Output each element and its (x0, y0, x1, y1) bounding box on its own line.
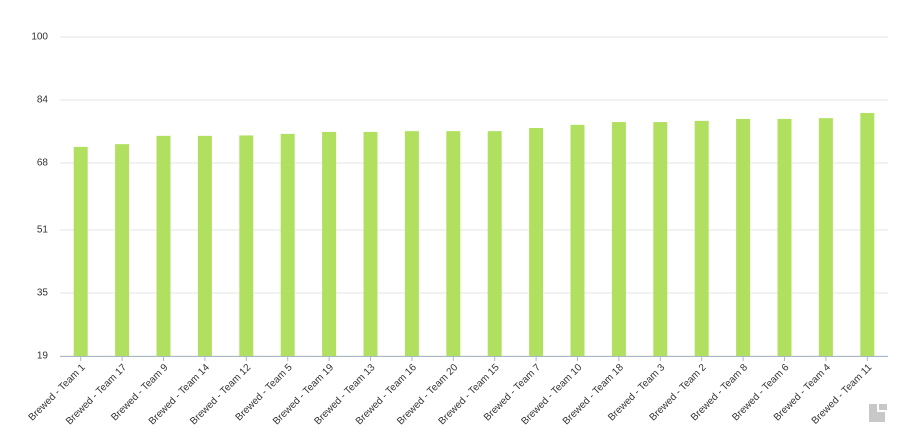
bar (487, 131, 502, 356)
bar (280, 133, 295, 356)
bar (156, 135, 171, 356)
bar (115, 144, 130, 356)
y-tick-label: 51 (37, 225, 49, 236)
y-tick-label: 68 (37, 158, 49, 169)
y-tick-label: 100 (31, 32, 48, 43)
bar (860, 113, 875, 357)
bar (363, 131, 378, 356)
bar (446, 131, 461, 356)
bar (73, 146, 88, 356)
bar (777, 118, 792, 356)
logo (869, 404, 887, 422)
bar (570, 124, 585, 356)
bar (611, 122, 626, 356)
bar (818, 118, 833, 357)
bar (529, 127, 544, 356)
y-tick-label: 35 (37, 288, 49, 299)
bar (736, 118, 751, 356)
bar (694, 120, 709, 356)
bar (197, 135, 212, 356)
bar (322, 131, 337, 356)
bar (653, 122, 668, 356)
y-tick-label: 84 (37, 95, 49, 106)
y-tick-label: 19 (37, 351, 49, 362)
bar (404, 131, 419, 356)
bar (239, 135, 254, 356)
